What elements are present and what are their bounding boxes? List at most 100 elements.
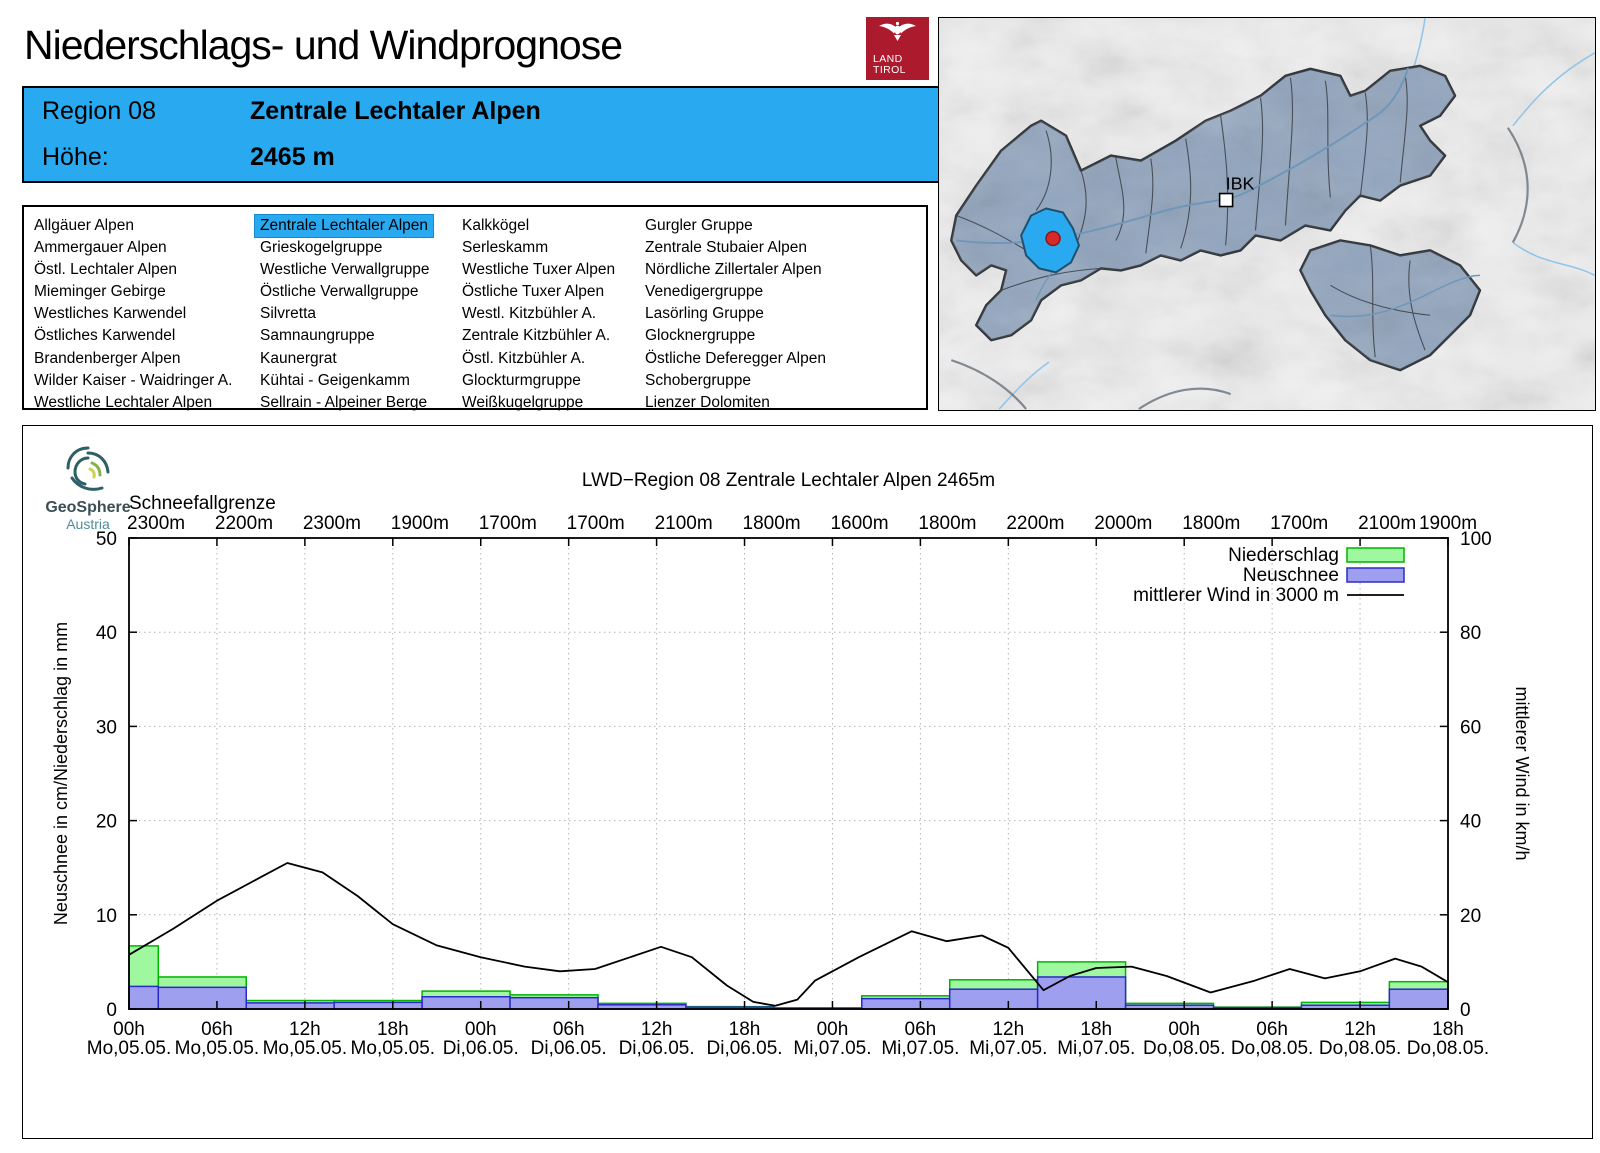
svg-text:1800m: 1800m [1182, 513, 1240, 534]
svg-text:Mi,07.05.: Mi,07.05. [793, 1038, 871, 1059]
svg-text:1700m: 1700m [567, 513, 625, 534]
svg-text:Mo,05.05.: Mo,05.05. [175, 1038, 260, 1059]
svg-text:0: 0 [1460, 1000, 1471, 1021]
svg-text:Mo,05.05.: Mo,05.05. [263, 1038, 348, 1059]
y-axis-label-left: Neuschnee in cm/Niederschlag in mm [51, 622, 71, 925]
region-list-item[interactable]: Allgäuer Alpen [34, 217, 134, 234]
forecast-chart: 0 10 20 30 40 50 0 20 40 60 80 100 00h 06h 12h 18h 00h 06… [23, 426, 1592, 1136]
svg-text:00h: 00h [113, 1019, 145, 1040]
region-list-item[interactable]: Östl. Lechtaler Alpen [34, 261, 178, 279]
svg-text:1600m: 1600m [830, 513, 888, 534]
region-list-item[interactable]: Silvretta [260, 305, 316, 323]
svg-text:Di,06.05.: Di,06.05. [443, 1038, 519, 1059]
region-selector-list: Allgäuer Alpen Ammergauer Alpen Östl. Lech… [22, 205, 928, 411]
region-list-item[interactable]: Lasörling Gruppe [645, 305, 764, 323]
svg-text:60: 60 [1460, 717, 1481, 738]
svg-text:Do,08.05.: Do,08.05. [1143, 1038, 1225, 1059]
svg-text:18h: 18h [1080, 1019, 1112, 1040]
svg-text:Di,06.05.: Di,06.05. [619, 1038, 695, 1059]
svg-text:80: 80 [1460, 623, 1481, 644]
region-list-item[interactable]: Ammergauer Alpen [34, 239, 167, 257]
svg-text:2100m: 2100m [1358, 513, 1416, 534]
svg-text:2200m: 2200m [1006, 513, 1064, 534]
svg-text:12h: 12h [1344, 1019, 1376, 1040]
region-list-item[interactable]: Westl. Kitzbühler A. [462, 305, 597, 323]
svg-text:2200m: 2200m [215, 513, 273, 534]
svg-text:2100m: 2100m [655, 513, 713, 534]
region-list-item[interactable]: Östliche Tuxer Alpen [462, 283, 605, 301]
svg-text:Neuschnee: Neuschnee [1243, 565, 1339, 586]
svg-text:Di,06.05.: Di,06.05. [531, 1038, 607, 1059]
region-list-item[interactable]: Sellrain - Alpeiner Berge [260, 393, 428, 411]
region-list-item[interactable]: Venedigergruppe [645, 283, 764, 301]
svg-text:1900m: 1900m [1419, 513, 1477, 534]
region-list-item[interactable]: Östl. Kitzbühler A. [462, 349, 586, 367]
region-name: Zentrale Lechtaler Alpen [250, 96, 541, 125]
svg-text:20: 20 [96, 812, 117, 833]
region-list-item-selected[interactable]: Zentrale Lechtaler Alpen [253, 213, 435, 239]
region-list-item[interactable]: Zentrale Stubaier Alpen [645, 239, 807, 257]
svg-text:00h: 00h [465, 1019, 497, 1040]
region-list-item[interactable]: Wilder Kaiser - Waidringer A. [34, 371, 233, 389]
region-header-box: Region 08 Zentrale Lechtaler Alpen Höhe:… [22, 86, 946, 183]
region-list-item[interactable]: Nördliche Zillertaler Alpen [645, 261, 822, 279]
map-country-border [950, 127, 1529, 410]
region-list-item[interactable]: Westliche Lechtaler Alpen [34, 393, 213, 411]
region-list-item[interactable]: Kalkkögel [462, 217, 530, 234]
svg-text:Do,08.05.: Do,08.05. [1231, 1038, 1313, 1059]
tirol-map[interactable]: IBK [938, 17, 1596, 411]
svg-text:06h: 06h [201, 1019, 233, 1040]
hoehe-value: 2465 m [250, 143, 335, 172]
geosphere-logo: GeoSphere Austria [23, 442, 153, 532]
svg-text:12h: 12h [289, 1019, 321, 1040]
svg-text:0: 0 [106, 1000, 117, 1021]
region-list-item[interactable]: Östliches Karwendel [34, 327, 176, 345]
region-list-item[interactable]: Östliche Verwallgruppe [260, 283, 419, 301]
y-axis-label-right: mittlerer Wind in km/h [1512, 686, 1532, 860]
page-title: Niederschlags- und Windprognose [24, 22, 623, 68]
hoehe-label: Höhe: [42, 143, 109, 172]
region-list-item[interactable]: Glocknergruppe [645, 327, 756, 345]
region-list-item[interactable]: Gurgler Gruppe [645, 217, 753, 234]
forecast-chart-panel: GeoSphere Austria 0 10 20 30 40 50 0 20 40 60 80 10… [22, 425, 1593, 1139]
svg-text:06h: 06h [553, 1019, 585, 1040]
svg-text:00h: 00h [1168, 1019, 1200, 1040]
region-list-item[interactable]: Serleskamm [462, 239, 549, 257]
region-list-item[interactable]: Glockturmgruppe [462, 371, 581, 389]
svg-text:1700m: 1700m [1270, 513, 1328, 534]
region-list-item[interactable]: Mieminger Gebirge [34, 283, 166, 301]
region-list-item[interactable]: Westliche Verwallgruppe [260, 261, 430, 279]
svg-text:Mi,07.05.: Mi,07.05. [969, 1038, 1047, 1059]
wind-line [128, 862, 1449, 1007]
region-list-item[interactable]: Brandenberger Alpen [34, 349, 181, 367]
svg-text:Do,08.05.: Do,08.05. [1407, 1038, 1489, 1059]
region-list-item[interactable]: Schobergruppe [645, 371, 751, 389]
svg-text:Mo,05.05.: Mo,05.05. [351, 1038, 436, 1059]
svg-text:mittlerer Wind in 3000 m: mittlerer Wind in 3000 m [1133, 585, 1339, 606]
svg-text:2300m: 2300m [127, 513, 185, 534]
svg-text:06h: 06h [905, 1019, 937, 1040]
svg-text:1900m: 1900m [391, 513, 449, 534]
region-list-item[interactable]: Lienzer Dolomiten [645, 393, 770, 411]
region-number-label: Region 08 [42, 96, 156, 125]
region-list-item[interactable]: Östliche Deferegger Alpen [645, 349, 826, 367]
map-city-label: IBK [1226, 174, 1255, 194]
region-list-item[interactable]: Kaunergrat [260, 349, 337, 367]
land-tirol-logo: LAND TIROL [866, 17, 929, 80]
land-tirol-eagle-icon [879, 21, 916, 41]
svg-text:Mo,05.05.: Mo,05.05. [87, 1038, 172, 1059]
region-list-item[interactable]: Weißkugelgruppe [462, 393, 584, 411]
svg-text:12h: 12h [641, 1019, 673, 1040]
svg-text:Do,08.05.: Do,08.05. [1319, 1038, 1401, 1059]
region-list-item[interactable]: Westliches Karwendel [34, 305, 187, 323]
region-list-item[interactable]: Grieskogelgruppe [260, 239, 383, 257]
region-list-item[interactable]: Zentrale Kitzbühler A. [462, 327, 611, 345]
region-list-item[interactable]: Westliche Tuxer Alpen [462, 261, 616, 279]
region-list-item[interactable]: Samnaungruppe [260, 327, 375, 345]
region-list-item[interactable]: Kühtai - Geigenkamm [260, 371, 410, 389]
svg-text:2300m: 2300m [303, 513, 361, 534]
map-city-marker [1218, 192, 1234, 208]
svg-text:2000m: 2000m [1094, 513, 1152, 534]
svg-text:Mi,07.05.: Mi,07.05. [1057, 1038, 1135, 1059]
